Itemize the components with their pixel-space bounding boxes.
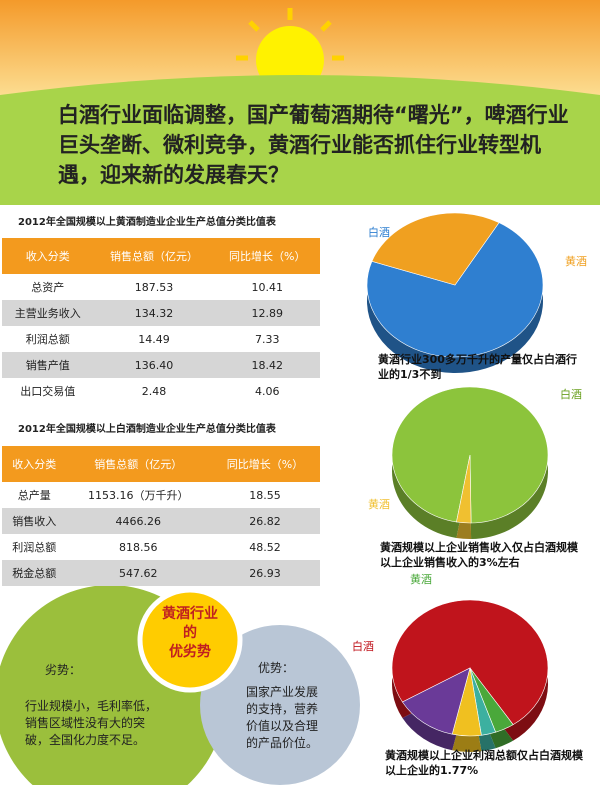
- row: 利润总额 818.56 48.52: [2, 534, 320, 560]
- cell: 48.52: [249, 540, 281, 554]
- row: 税金总额 547.62 26.93: [2, 560, 320, 586]
- hill: [0, 75, 600, 205]
- title-line: 黄酒行业: [162, 606, 218, 622]
- cell: 税金总额: [2, 560, 67, 586]
- cell: 2.48: [141, 384, 167, 398]
- row: 利润总额 14.49 7.33: [2, 326, 320, 352]
- header-row: 收入分类 销售总额（亿元） 同比增长（%）: [2, 446, 320, 482]
- title-circle: [137, 587, 243, 693]
- header-cell: 同比增长（%）: [214, 238, 320, 274]
- cell: 187.53: [134, 280, 174, 294]
- slice-label: 白酒: [560, 387, 582, 401]
- header-row: 收入分类 销售总额（亿元） 同比增长（%）: [2, 238, 320, 274]
- row: 销售收入 4466.26 26.82: [2, 508, 320, 534]
- table: 收入分类 销售总额（亿元） 同比增长（%） 总资产 187.53 10.41 主营业务收入 1…: [2, 238, 320, 404]
- cell: 136.40: [93, 352, 215, 378]
- cell: 1153.16（万千升）: [88, 489, 189, 502]
- pie-slice: [391, 599, 549, 726]
- strength-heading: 优势：: [258, 661, 295, 675]
- cell: 总产量: [17, 489, 51, 502]
- table-title: 2012年全国规模以上白酒制造业企业生产总值分类比值表: [18, 424, 276, 435]
- cell: 利润总额: [25, 333, 70, 346]
- header-cell: 销售总额（亿元）: [93, 238, 215, 274]
- header-cell: 同比增长（%）: [210, 446, 320, 482]
- table-title: 2012年全国规模以上黄酒制造业企业生产总值分类比值表: [18, 217, 276, 228]
- cell: 利润总额: [12, 541, 57, 554]
- row: 主营业务收入 134.32 12.89: [2, 300, 320, 326]
- cell: 总资产: [31, 281, 65, 294]
- title-line: 优劣势: [169, 644, 211, 660]
- cell: 4.06: [254, 384, 280, 398]
- cell: 26.93: [210, 560, 320, 586]
- row: 销售产值 136.40 18.42: [2, 352, 320, 378]
- cell: 134.32: [93, 300, 215, 326]
- pie-caption: 黄酒行业300多万千升的产量仅占白酒行业的1/3不到: [378, 353, 577, 381]
- header-cell: 收入分类: [2, 238, 94, 274]
- table: 收入分类 销售总额（亿元） 同比增长（%） 总产量 1153.16（万千升） 18.55 销…: [2, 446, 320, 586]
- title-line: 的: [183, 625, 197, 641]
- cell: 26.82: [210, 508, 320, 534]
- slice-label: 黄酒: [565, 254, 587, 268]
- pie-caption: 黄酒规模以上企业利润总额仅占白酒规模以上企业的1.77%: [385, 749, 583, 777]
- pie-slice: [366, 222, 544, 358]
- pie-slice: [371, 212, 500, 286]
- cell: 7.33: [254, 332, 280, 346]
- weakness-text: 行业规模小，毛利率低，销售区域性没有大的突破，全国化力度不足。: [25, 699, 158, 747]
- slice-label: 白酒: [352, 639, 374, 653]
- row: 出口交易值 2.48 4.06: [2, 378, 320, 404]
- header-cell: 销售总额（亿元）: [66, 446, 211, 482]
- slice-label: 黄酒: [368, 497, 390, 511]
- cell: 出口交易值: [20, 385, 76, 398]
- analysis-title: 黄酒行业的优劣势: [160, 605, 220, 662]
- cell: 14.49: [138, 332, 170, 346]
- cell: 主营业务收入: [2, 300, 94, 326]
- slice-label: 白酒: [368, 225, 390, 239]
- slice-label: 黄酒: [410, 572, 432, 586]
- cell: 18.55: [249, 488, 281, 502]
- cell: 12.89: [214, 300, 320, 326]
- row: 总资产 187.53 10.41: [2, 274, 320, 300]
- header-cell: 收入分类: [2, 446, 67, 482]
- cell: 10.41: [251, 280, 283, 294]
- strength-text: 国家产业发展的支持，营养价值以及合理的产品价位。: [246, 685, 319, 750]
- cell: 818.56: [119, 540, 158, 554]
- cell: 销售产值: [2, 352, 94, 378]
- pie-slice: [456, 454, 472, 524]
- cell: 销售收入: [2, 508, 67, 534]
- cell: 18.42: [214, 352, 320, 378]
- cell: 4466.26: [66, 508, 211, 534]
- pie-slice: [402, 667, 471, 735]
- cell: 547.62: [66, 560, 211, 586]
- pie-caption: 黄酒规模以上企业销售收入仅占白酒规模以上企业销售收入的3%左右: [380, 541, 578, 569]
- weakness-heading: 劣势：: [45, 663, 82, 677]
- strength-circle: [200, 625, 360, 785]
- headline: 白酒行业面临调整，国产葡萄酒期待“曙光”，啤酒行业巨头垄断、微利竞争，黄酒行业能…: [58, 103, 569, 187]
- row: 总产量 1153.16（万千升） 18.55: [2, 482, 320, 508]
